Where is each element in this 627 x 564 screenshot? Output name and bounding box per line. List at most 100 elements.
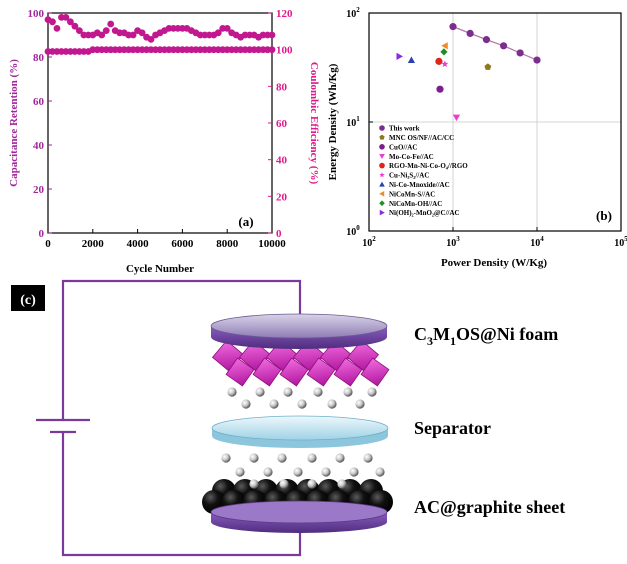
efficiency-point bbox=[246, 46, 254, 54]
electrolyte-ion bbox=[337, 479, 347, 489]
legend-label: Cu-Ni₃S₂//AC bbox=[389, 172, 429, 180]
chart-a-ticks: 0 2000 4000 6000 8000 10000020406080100020406… bbox=[28, 8, 294, 250]
electrolyte-ion bbox=[363, 453, 373, 463]
retention-point bbox=[111, 27, 119, 34]
battery-symbol bbox=[36, 418, 90, 434]
chart-a-xlabel: Cycle Number bbox=[126, 263, 194, 275]
efficiency-point bbox=[214, 46, 222, 54]
retention-point bbox=[255, 33, 262, 41]
retention-point bbox=[125, 31, 133, 39]
legend-label: This work bbox=[389, 125, 420, 133]
cathode-crystal bbox=[252, 357, 282, 387]
efficiency-point bbox=[98, 46, 106, 54]
efficiency-point bbox=[170, 46, 177, 54]
cathode-crystal bbox=[292, 339, 326, 373]
ragone-point bbox=[441, 60, 449, 67]
chart-a-ytick-label: 40 bbox=[33, 140, 45, 152]
efficiency-point bbox=[89, 46, 97, 54]
separator-label: Separator bbox=[414, 418, 491, 438]
retention-point bbox=[58, 14, 65, 21]
retention-point bbox=[67, 18, 74, 26]
chart-a-points bbox=[44, 14, 276, 55]
cathode-crystal bbox=[265, 339, 299, 373]
electrolyte-ion bbox=[241, 399, 251, 409]
efficiency-point bbox=[143, 46, 150, 54]
chart-a-xtick-label: 2000 bbox=[82, 238, 105, 250]
retention-point bbox=[268, 31, 276, 39]
chart-b-panel-label: (b) bbox=[596, 208, 612, 223]
efficiency-point bbox=[75, 48, 83, 55]
retention-point bbox=[53, 25, 61, 32]
cathode-plate bbox=[210, 313, 388, 349]
chart-a-ytick-label: 60 bbox=[33, 96, 45, 108]
retention-point bbox=[129, 31, 137, 39]
efficiency-point bbox=[152, 46, 159, 54]
efficiency-point bbox=[80, 48, 88, 55]
efficiency-point bbox=[255, 46, 262, 54]
electrolyte-ion bbox=[307, 453, 317, 463]
efficiency-point bbox=[210, 46, 218, 54]
chart-b-ticks: 102 103 104 105 100 101 102 bbox=[346, 6, 627, 249]
efficiency-point bbox=[44, 48, 52, 55]
retention-point bbox=[196, 31, 204, 39]
chart-b-grid bbox=[368, 12, 622, 232]
retention-point bbox=[170, 25, 177, 32]
efficiency-point bbox=[264, 46, 271, 54]
efficiency-point bbox=[268, 46, 276, 54]
retention-point bbox=[264, 31, 271, 39]
retention-point bbox=[84, 31, 92, 39]
ragone-point bbox=[499, 42, 508, 50]
activated-carbon-particle bbox=[327, 490, 351, 514]
electrolyte-ion bbox=[227, 387, 237, 397]
chart-b-xtick-label: 104 bbox=[530, 235, 544, 249]
activated-carbon-particle bbox=[202, 490, 226, 514]
ragone-point bbox=[452, 114, 461, 122]
electrolyte-ion bbox=[343, 387, 353, 397]
retention-point bbox=[93, 29, 101, 37]
efficiency-point bbox=[116, 46, 124, 54]
efficiency-point bbox=[84, 48, 92, 55]
efficiency-point bbox=[129, 46, 137, 54]
chart-a-ytick-label: 0 bbox=[39, 228, 45, 240]
retention-point bbox=[98, 31, 106, 39]
separator bbox=[211, 415, 389, 448]
retention-point bbox=[75, 27, 83, 34]
chart-b-xtick-label: 103 bbox=[446, 235, 460, 249]
efficiency-point bbox=[250, 46, 258, 54]
retention-point bbox=[107, 20, 115, 28]
cathode-crystal bbox=[319, 339, 353, 373]
electrolyte-ion bbox=[269, 399, 279, 409]
electrolyte-ion bbox=[221, 453, 231, 463]
electrolyte-ion bbox=[355, 399, 365, 409]
retention-point bbox=[44, 16, 52, 23]
chart-a-y2tick-label: 100 bbox=[276, 45, 293, 57]
activated-carbon-particle bbox=[306, 490, 330, 514]
efficiency-point bbox=[165, 46, 173, 54]
retention-point bbox=[152, 31, 159, 39]
legend-marker bbox=[379, 191, 385, 197]
retention-point bbox=[62, 14, 70, 21]
activated-carbon-particle bbox=[317, 479, 341, 503]
retention-point bbox=[116, 29, 124, 37]
chart-b-xtick-label: 102 bbox=[362, 235, 376, 249]
anode-material bbox=[202, 479, 393, 514]
efficiency-point bbox=[205, 46, 213, 54]
retention-point bbox=[71, 22, 79, 30]
ragone-point bbox=[407, 56, 416, 63]
activated-carbon-particle bbox=[264, 490, 288, 514]
activated-carbon-particle bbox=[212, 479, 236, 503]
efficiency-point bbox=[183, 46, 191, 54]
retention-point bbox=[143, 33, 150, 41]
efficiency-point bbox=[62, 48, 70, 55]
ragone-point bbox=[482, 36, 491, 44]
efficiency-point bbox=[219, 46, 227, 54]
anode-plate bbox=[210, 500, 388, 533]
legend-marker bbox=[379, 162, 385, 169]
activated-carbon-particle bbox=[233, 479, 257, 503]
activated-carbon-particle bbox=[275, 479, 299, 503]
efficiency-point bbox=[174, 46, 182, 54]
activated-carbon-particle bbox=[254, 479, 278, 503]
